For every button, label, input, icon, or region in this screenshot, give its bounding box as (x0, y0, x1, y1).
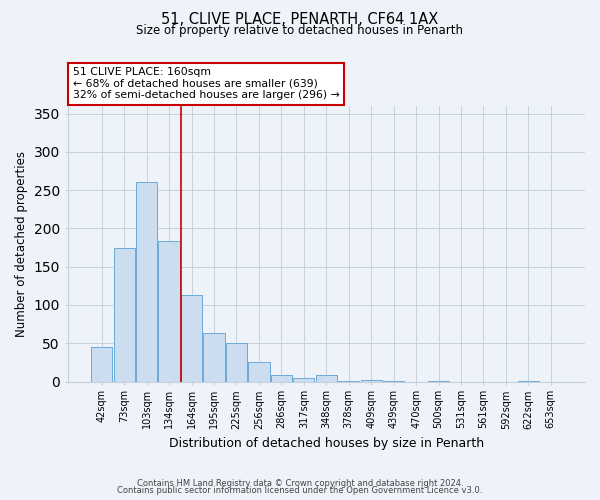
Bar (226, 343, 247, 382)
Bar (338, 381, 359, 382)
Text: 51, CLIVE PLACE, PENARTH, CF64 1AX: 51, CLIVE PLACE, PENARTH, CF64 1AX (161, 12, 439, 28)
X-axis label: Distribution of detached houses by size in Penarth: Distribution of detached houses by size … (169, 437, 484, 450)
Text: Size of property relative to detached houses in Penarth: Size of property relative to detached ho… (137, 24, 464, 37)
Bar (203, 332, 224, 382)
Text: Contains HM Land Registry data © Crown copyright and database right 2024.: Contains HM Land Registry data © Crown c… (137, 478, 463, 488)
Bar (91, 347, 112, 382)
Y-axis label: Number of detached properties: Number of detached properties (15, 150, 28, 336)
Bar (181, 295, 202, 382)
Bar (518, 381, 539, 382)
Bar (361, 380, 382, 382)
Bar (316, 374, 337, 382)
Bar (383, 381, 404, 382)
Bar (271, 376, 292, 382)
Bar (136, 182, 157, 382)
Bar (428, 381, 449, 382)
Bar (248, 362, 269, 382)
Bar (113, 248, 135, 382)
Text: 51 CLIVE PLACE: 160sqm
← 68% of detached houses are smaller (639)
32% of semi-de: 51 CLIVE PLACE: 160sqm ← 68% of detached… (73, 67, 340, 100)
Text: Contains public sector information licensed under the Open Government Licence v3: Contains public sector information licen… (118, 486, 482, 495)
Bar (158, 240, 180, 382)
Bar (293, 378, 314, 382)
